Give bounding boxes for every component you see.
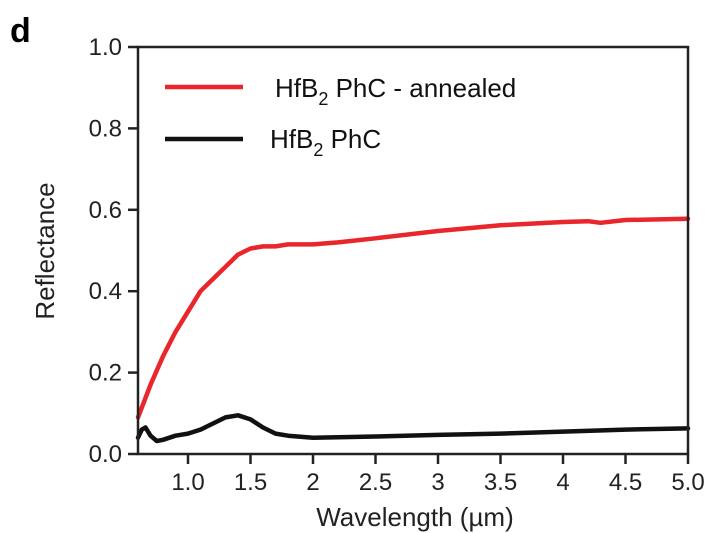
plot-frame	[136, 45, 690, 456]
y-axis-title: Reflectance	[30, 182, 60, 319]
legend-label-phc: HfB2 PhC	[270, 124, 381, 160]
legend-label-subscript: 2	[313, 140, 323, 160]
x-tick-label: 5.0	[671, 469, 704, 496]
x-tick-label: 4.5	[609, 469, 642, 496]
legend-label-annealed: HfB2 PhC - annealed	[275, 73, 516, 109]
legend-label-main: HfB	[275, 73, 318, 103]
axis-ticks: 0.0 0.2 0.4 0.6 0.8 1.0 1.0 1.5 2 2.5 3 3.5 4 4.5 5.0	[89, 34, 705, 496]
x-tick-label: 1.5	[234, 469, 267, 496]
y-tick-label: 0.2	[89, 360, 122, 387]
legend-label-main: HfB	[270, 124, 313, 154]
y-tick-label: 0.6	[89, 197, 122, 224]
panel-label: d	[10, 12, 31, 50]
y-tick-label: 1.0	[89, 34, 122, 61]
series-line-annealed	[135, 216, 691, 420]
y-tick-label: 0.0	[89, 441, 122, 468]
series-line-phc	[135, 413, 691, 444]
x-tick-label: 3.5	[484, 469, 517, 496]
y-tick-label: 0.4	[89, 278, 122, 305]
legend-label-subscript: 2	[318, 89, 328, 109]
x-axis-title: Wavelength (µm)	[316, 502, 514, 532]
x-tick-label: 4	[556, 469, 569, 496]
y-tick-label: 0.8	[89, 115, 122, 142]
x-tick-label: 2.5	[359, 469, 392, 496]
legend-label-rest: PhC	[323, 124, 381, 154]
legend-label-rest: PhC - annealed	[328, 73, 516, 103]
x-tick-label: 3	[431, 469, 444, 496]
plot-area	[135, 216, 691, 444]
x-tick-label: 1.0	[171, 469, 204, 496]
x-tick-label: 2	[306, 469, 319, 496]
